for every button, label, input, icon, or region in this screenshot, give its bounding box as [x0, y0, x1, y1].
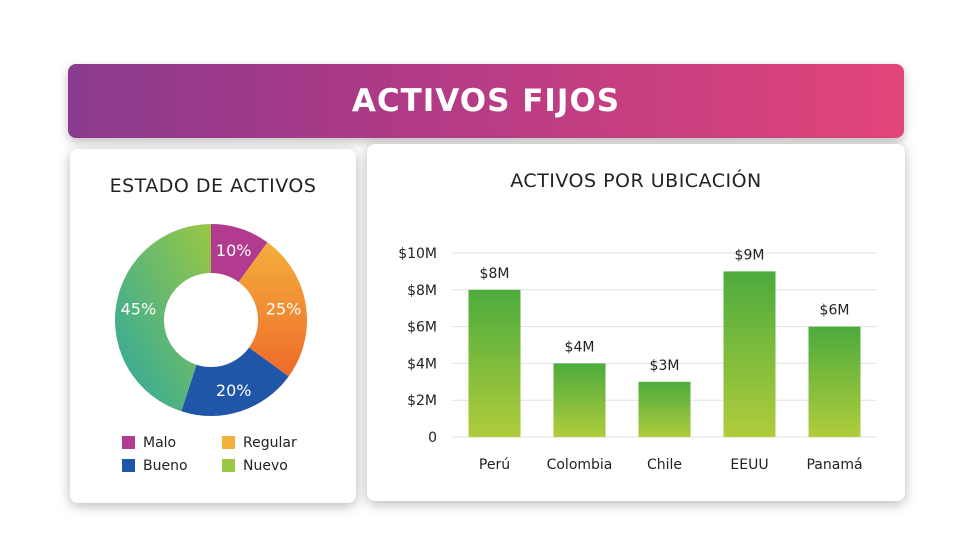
donut-slice-malo: [211, 224, 268, 282]
data-label-colombia: $4M: [565, 339, 595, 355]
header-banner: ACTIVOS FIJOS: [68, 64, 904, 138]
donut-chart: 10% 25% 20% 45% Malo Regular Bueno Nuevo: [115, 224, 307, 474]
donut-slice-regular: [238, 242, 307, 377]
y-tick-label: $10M: [398, 246, 437, 262]
data-label-peru: $8M: [480, 266, 510, 282]
bar-chart-title: ACTIVOS POR UBICACIÓN: [510, 170, 762, 192]
donut-label-nuevo: 45%: [121, 300, 157, 319]
x-tick-label-eeuu: EEUU: [730, 457, 768, 473]
donut-label-bueno: 20%: [216, 381, 252, 400]
y-tick-label: $4M: [407, 356, 437, 372]
x-tick-label-chile: Chile: [647, 457, 682, 473]
y-tick-label: $6M: [407, 320, 437, 336]
y-tick-label: $2M: [407, 393, 437, 409]
donut-chart-title: ESTADO DE ACTIVOS: [109, 175, 317, 197]
x-tick-label-panama: Panamá: [806, 457, 862, 473]
bar-peru: [468, 289, 521, 437]
legend-swatch-malo: [122, 436, 135, 449]
data-label-panama: $6M: [820, 303, 850, 319]
y-tick-label: $8M: [407, 283, 437, 299]
bar-colombia: [553, 363, 606, 437]
x-tick-label-colombia: Colombia: [547, 457, 613, 473]
bar-chart: 0 $2M $4M $6M $8M $10M Perú Colombia Chile EEUU P…: [398, 246, 877, 473]
legend-swatch-bueno: [122, 459, 135, 472]
legend-label-malo: Malo: [143, 435, 176, 451]
data-label-eeuu: $9M: [735, 247, 765, 263]
donut-label-regular: 25%: [266, 300, 302, 319]
legend-swatch-nuevo: [222, 459, 235, 472]
donut-slice-bueno: [181, 347, 289, 416]
bar-eeuu: [723, 271, 776, 437]
y-tick-label: 0: [428, 430, 437, 446]
bar-panama: [808, 326, 861, 437]
legend-label-bueno: Bueno: [143, 458, 188, 474]
activos-ubicacion-card: ACTIVOS POR UBICACIÓN 0 $2M $4M $6M $8M $10M …: [367, 144, 905, 501]
legend-label-regular: Regular: [243, 435, 297, 451]
legend-label-nuevo: Nuevo: [243, 458, 288, 474]
donut-slice-nuevo: [115, 224, 211, 412]
estado-activos-card: ESTADO DE ACTIVOS 10% 25% 20% 45% Malo Regul…: [70, 149, 356, 503]
legend-swatch-regular: [222, 436, 235, 449]
page-title: ACTIVOS FIJOS: [351, 83, 621, 119]
x-tick-label-peru: Perú: [479, 457, 510, 473]
donut-label-malo: 10%: [216, 241, 252, 260]
data-label-chile: $3M: [650, 358, 680, 374]
bar-chile: [638, 381, 691, 437]
